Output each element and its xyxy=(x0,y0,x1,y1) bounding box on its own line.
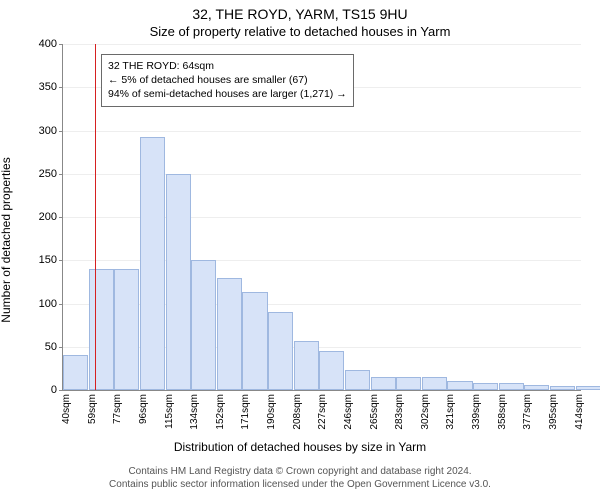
annotation-line: 32 THE ROYD: 64sqm xyxy=(108,59,347,73)
footer-line-2: Contains public sector information licen… xyxy=(0,478,600,491)
x-tick-label: 190sqm xyxy=(266,394,277,430)
x-tick-label: 40sqm xyxy=(61,394,72,424)
histogram-bar xyxy=(268,312,293,390)
y-axis-label: Number of detached properties xyxy=(0,75,13,240)
histogram-bar xyxy=(63,355,88,390)
x-tick-label: 152sqm xyxy=(215,394,226,430)
chart-container: { "title": "32, THE ROYD, YARM, TS15 9HU… xyxy=(0,0,600,500)
histogram-bar xyxy=(576,386,600,390)
x-tick-label: 171sqm xyxy=(240,394,251,430)
x-tick-label: 208sqm xyxy=(292,394,303,430)
histogram-bar xyxy=(447,381,472,390)
x-tick-label: 227sqm xyxy=(317,394,328,430)
chart-title: 32, THE ROYD, YARM, TS15 9HU xyxy=(0,6,600,22)
histogram-bar xyxy=(114,269,139,390)
x-tick-label: 283sqm xyxy=(394,394,405,430)
histogram-bar xyxy=(217,278,242,390)
chart-subtitle: Size of property relative to detached ho… xyxy=(0,24,600,39)
y-tick-label: 150 xyxy=(39,254,63,266)
histogram-bar xyxy=(319,351,344,390)
x-axis-label: Distribution of detached houses by size … xyxy=(0,440,600,454)
histogram-bar xyxy=(89,269,114,390)
histogram-bar xyxy=(550,386,575,390)
plot-area: 05010015020025030035040040sqm59sqm77sqm9… xyxy=(62,44,580,390)
histogram-bar xyxy=(371,377,396,390)
gridline xyxy=(63,44,581,45)
y-tick-label: 50 xyxy=(45,341,63,353)
annotation-line: ← 5% of detached houses are smaller (67) xyxy=(108,73,347,87)
histogram-bar xyxy=(242,292,267,390)
x-tick-label: 414sqm xyxy=(574,394,585,430)
histogram-bar xyxy=(345,370,370,390)
y-tick-label: 250 xyxy=(39,168,63,180)
x-tick-label: 77sqm xyxy=(112,394,123,424)
annotation-box: 32 THE ROYD: 64sqm← 5% of detached house… xyxy=(101,54,354,107)
x-tick-label: 265sqm xyxy=(369,394,380,430)
x-tick-label: 395sqm xyxy=(548,394,559,430)
y-tick-label: 200 xyxy=(39,211,63,223)
y-tick-label: 100 xyxy=(39,298,63,310)
x-tick-label: 134sqm xyxy=(189,394,200,430)
y-tick-label: 300 xyxy=(39,125,63,137)
footer-text: Contains HM Land Registry data © Crown c… xyxy=(0,465,600,491)
annotation-line: 94% of semi-detached houses are larger (… xyxy=(108,87,347,101)
histogram-bar xyxy=(473,383,498,390)
x-tick-label: 96sqm xyxy=(138,394,149,424)
property-marker-line xyxy=(95,44,96,390)
y-tick-label: 400 xyxy=(39,38,63,50)
histogram-bar xyxy=(191,260,216,390)
histogram-bar xyxy=(524,385,549,390)
histogram-bar xyxy=(140,137,165,390)
x-tick-label: 59sqm xyxy=(87,394,98,424)
x-tick-label: 339sqm xyxy=(471,394,482,430)
histogram-bar xyxy=(422,377,447,390)
histogram-bar xyxy=(499,383,524,390)
histogram-bar xyxy=(166,174,191,390)
x-tick-label: 358sqm xyxy=(497,394,508,430)
x-tick-label: 377sqm xyxy=(522,394,533,430)
footer-line-1: Contains HM Land Registry data © Crown c… xyxy=(0,465,600,478)
histogram-bar xyxy=(396,377,421,390)
gridline xyxy=(63,131,581,132)
x-tick-label: 246sqm xyxy=(343,394,354,430)
x-tick-label: 302sqm xyxy=(420,394,431,430)
x-tick-label: 115sqm xyxy=(164,394,175,429)
y-tick-label: 350 xyxy=(39,81,63,93)
histogram-bar xyxy=(294,341,319,390)
x-tick-label: 321sqm xyxy=(445,394,456,430)
